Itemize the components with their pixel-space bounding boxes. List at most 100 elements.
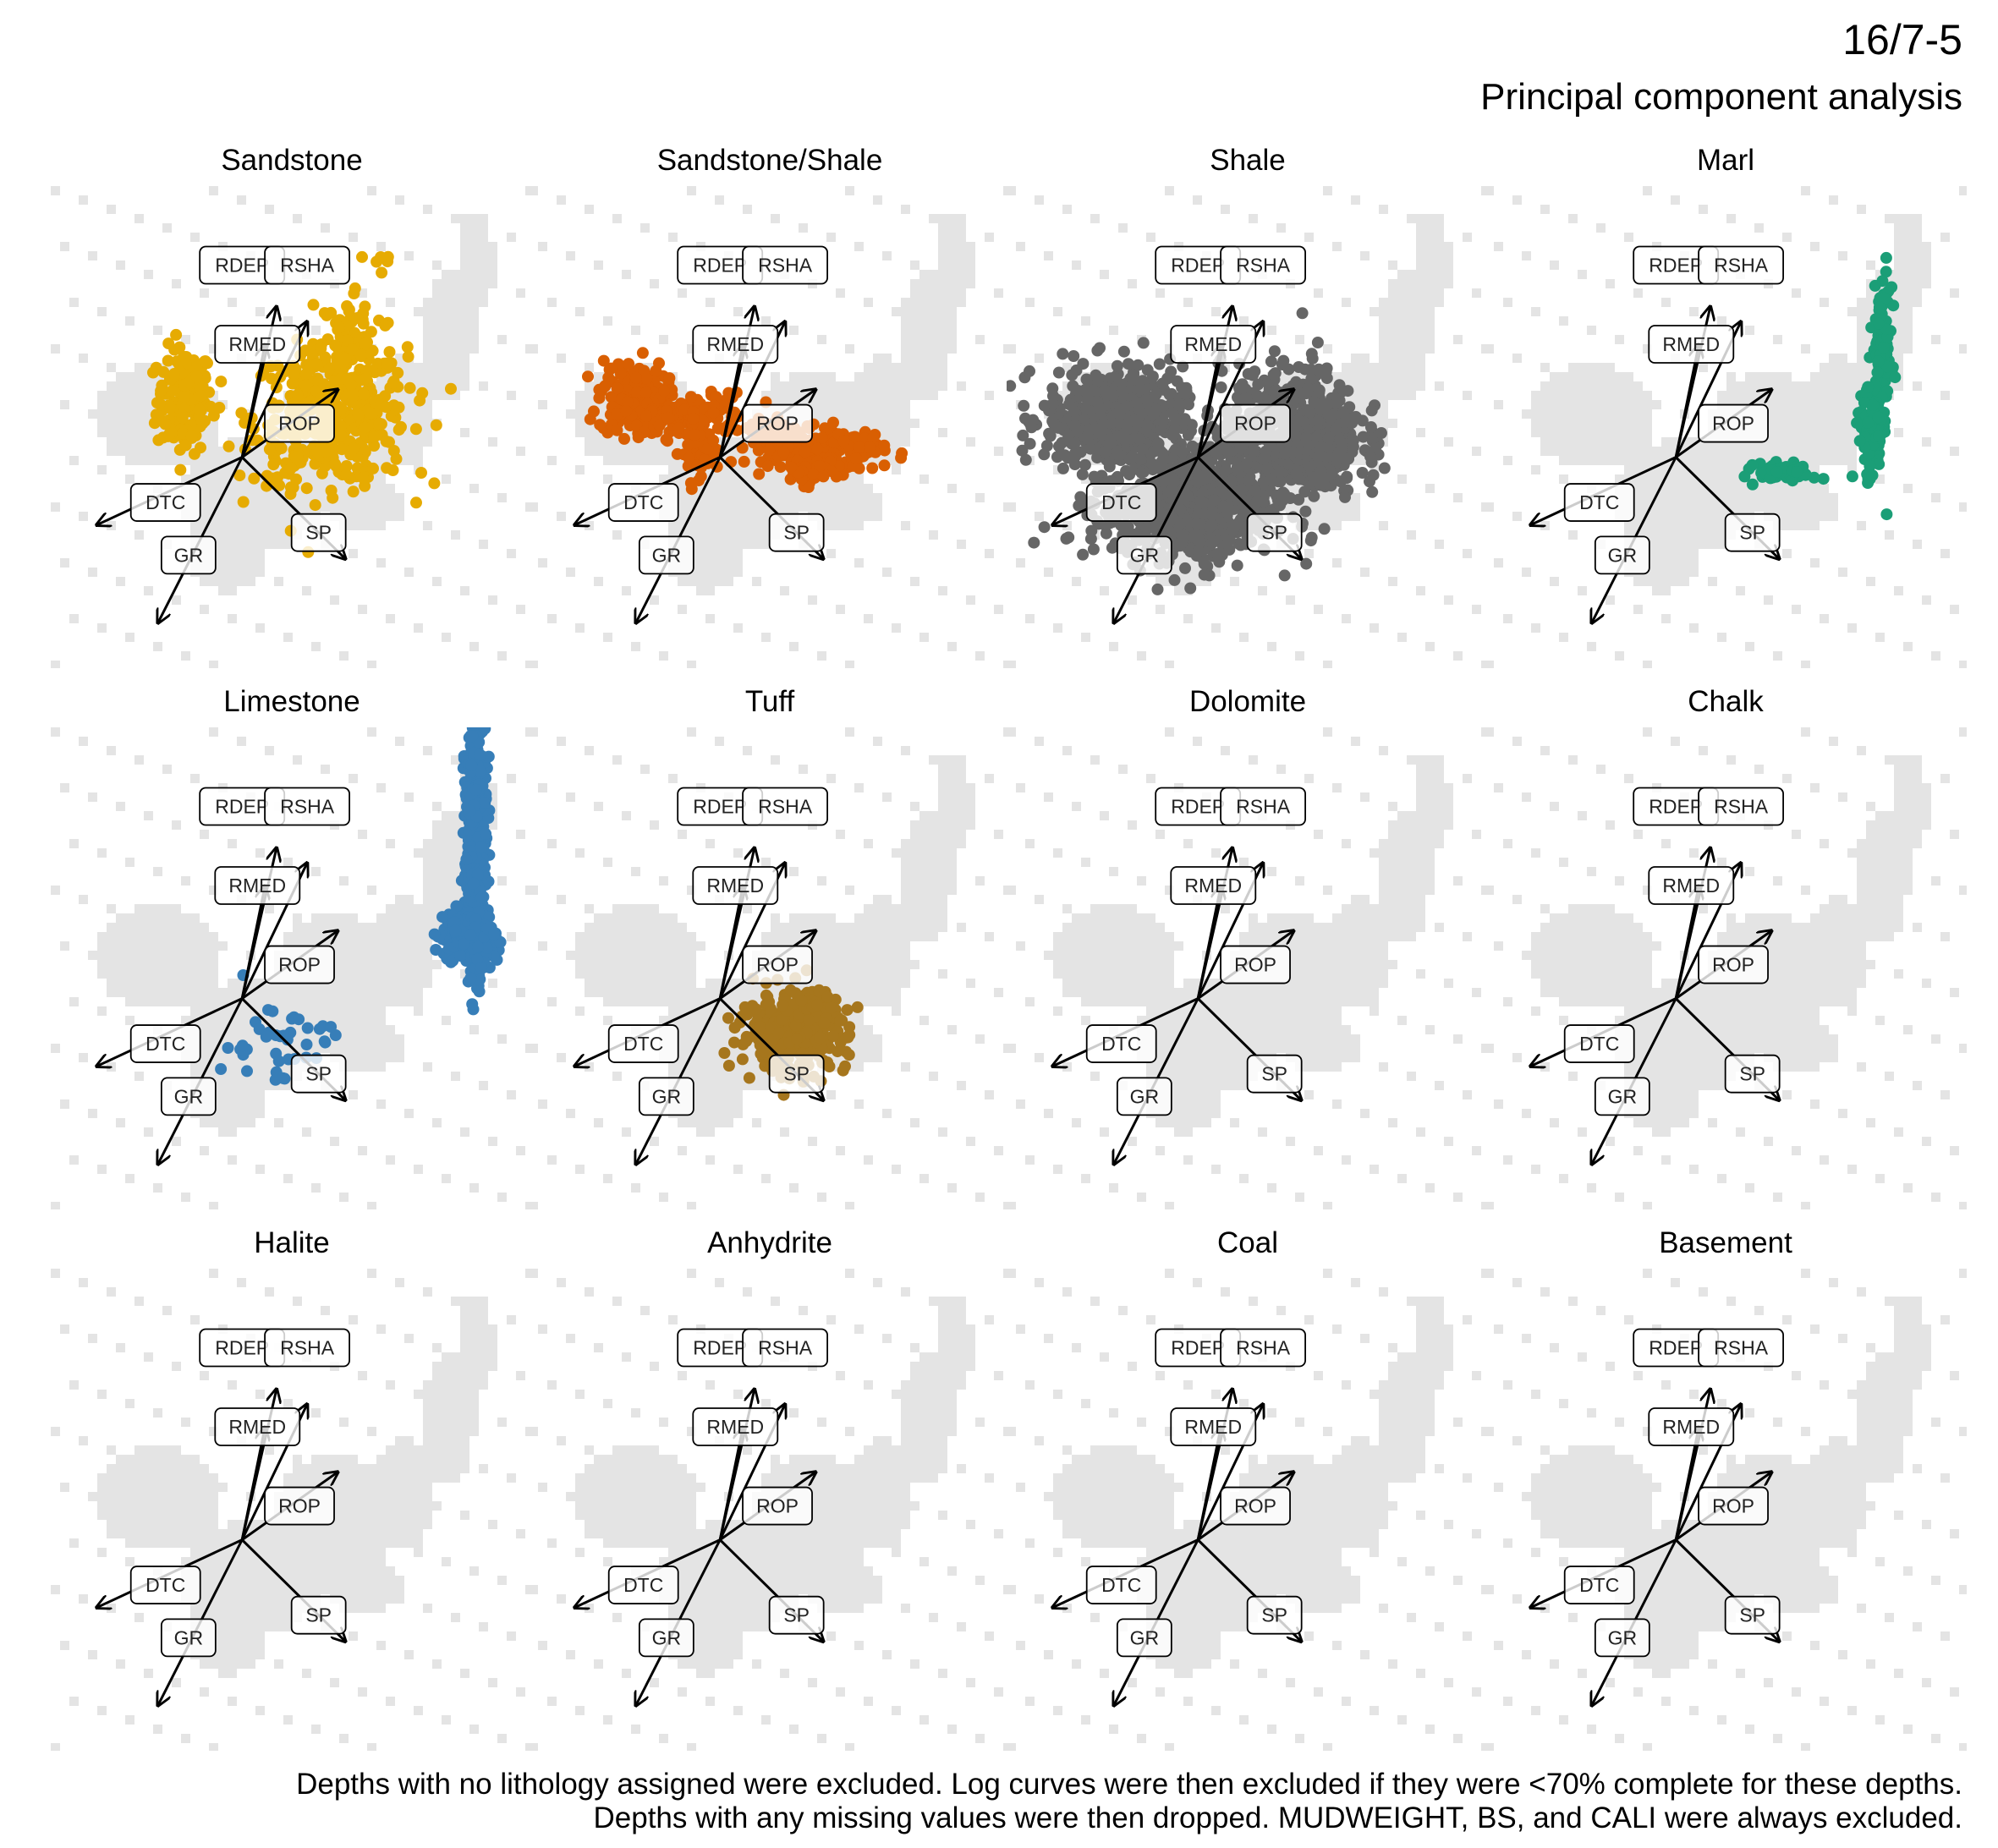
- data-point: [349, 282, 361, 294]
- data-point: [199, 355, 211, 368]
- data-point: [479, 797, 491, 809]
- data-point: [1024, 437, 1036, 450]
- data-point: [1150, 403, 1163, 416]
- data-point: [1858, 397, 1870, 409]
- loading-label-dtc: DTC: [1563, 1566, 1635, 1604]
- background-cloud: [51, 1269, 533, 1751]
- data-point: [1166, 407, 1178, 420]
- loading-label-dtc: DTC: [129, 483, 201, 522]
- data-point: [1093, 402, 1106, 414]
- data-point: [309, 499, 321, 512]
- data-point: [1308, 396, 1320, 409]
- data-point: [339, 352, 352, 365]
- data-point: [658, 385, 671, 398]
- data-point: [640, 372, 653, 385]
- data-point: [684, 477, 697, 490]
- data-point: [1185, 425, 1197, 437]
- data-point: [395, 420, 407, 433]
- facet-title: Marl: [1696, 144, 1755, 177]
- data-point: [253, 1023, 266, 1035]
- data-point: [436, 911, 448, 924]
- data-point: [1231, 559, 1243, 572]
- data-point: [1128, 369, 1139, 381]
- data-point: [469, 783, 482, 796]
- data-point: [1241, 458, 1254, 469]
- data-point: [357, 388, 370, 400]
- data-point: [1880, 251, 1892, 264]
- data-point: [1117, 345, 1130, 358]
- data-point: [1364, 475, 1375, 488]
- loading-label-dtc: DTC: [607, 1024, 679, 1063]
- loading-label-rop: ROP: [264, 403, 335, 443]
- data-point: [1356, 467, 1369, 479]
- data-point: [811, 999, 824, 1012]
- facet-title: Limestone: [223, 685, 360, 718]
- data-point: [843, 1049, 855, 1061]
- data-point: [321, 309, 333, 321]
- data-point: [383, 346, 396, 359]
- data-point: [162, 354, 174, 367]
- data-point: [1090, 369, 1102, 381]
- data-point: [1298, 485, 1311, 498]
- data-point: [288, 369, 300, 381]
- data-point: [1099, 446, 1112, 458]
- data-point: [170, 328, 183, 341]
- data-point: [1083, 424, 1095, 436]
- data-point: [1208, 494, 1221, 507]
- data-point: [315, 343, 327, 354]
- data-point: [310, 358, 323, 370]
- data-point: [754, 1021, 766, 1034]
- data-point: [1199, 469, 1211, 482]
- facet-title: Shale: [1210, 144, 1286, 177]
- data-point: [1237, 508, 1249, 521]
- data-point: [1068, 350, 1080, 362]
- data-point: [373, 417, 386, 430]
- data-point: [1133, 433, 1146, 445]
- loading-label-rdep: RDEP: [1633, 1328, 1720, 1368]
- data-point: [1300, 431, 1313, 444]
- data-point: [1174, 503, 1187, 516]
- data-point: [380, 401, 392, 414]
- loading-label-sp: SP: [290, 513, 347, 552]
- loading-label-dtc: DTC: [607, 483, 679, 522]
- data-point: [450, 900, 463, 913]
- data-point: [1304, 364, 1317, 376]
- data-point: [802, 481, 815, 493]
- loading-label-rdep: RDEP: [199, 245, 286, 285]
- data-point: [1007, 380, 1017, 392]
- data-point: [222, 440, 235, 452]
- data-point: [728, 1022, 741, 1034]
- data-point: [728, 1036, 740, 1049]
- facet-title: Chalk: [1688, 685, 1764, 718]
- data-point: [1057, 462, 1069, 474]
- data-point: [428, 477, 441, 490]
- data-point: [1156, 377, 1169, 390]
- data-point: [1304, 406, 1316, 419]
- data-point: [1232, 460, 1244, 473]
- loading-label-rsha: RSHA: [1698, 245, 1784, 285]
- data-point: [611, 408, 623, 420]
- data-point: [1190, 518, 1203, 529]
- data-point: [271, 474, 283, 487]
- data-point: [1269, 385, 1282, 398]
- data-point: [1016, 444, 1029, 457]
- loading-label-rmed: RMED: [692, 325, 779, 364]
- data-point: [213, 402, 226, 414]
- data-point: [1265, 355, 1277, 368]
- data-point: [593, 392, 606, 404]
- loading-label-rsha: RSHA: [1220, 787, 1306, 826]
- loading-label-sp: SP: [1246, 1054, 1303, 1094]
- loading-label-gr: GR: [638, 1618, 694, 1658]
- data-point: [148, 417, 161, 430]
- data-point: [1076, 468, 1089, 480]
- data-point: [1153, 358, 1166, 370]
- data-point: [1179, 562, 1191, 574]
- loading-label-rmed: RMED: [214, 325, 301, 364]
- data-point: [1307, 471, 1320, 484]
- loading-label-rdep: RDEP: [677, 245, 764, 285]
- data-point: [359, 300, 371, 313]
- data-point: [341, 373, 354, 386]
- data-point: [261, 469, 273, 482]
